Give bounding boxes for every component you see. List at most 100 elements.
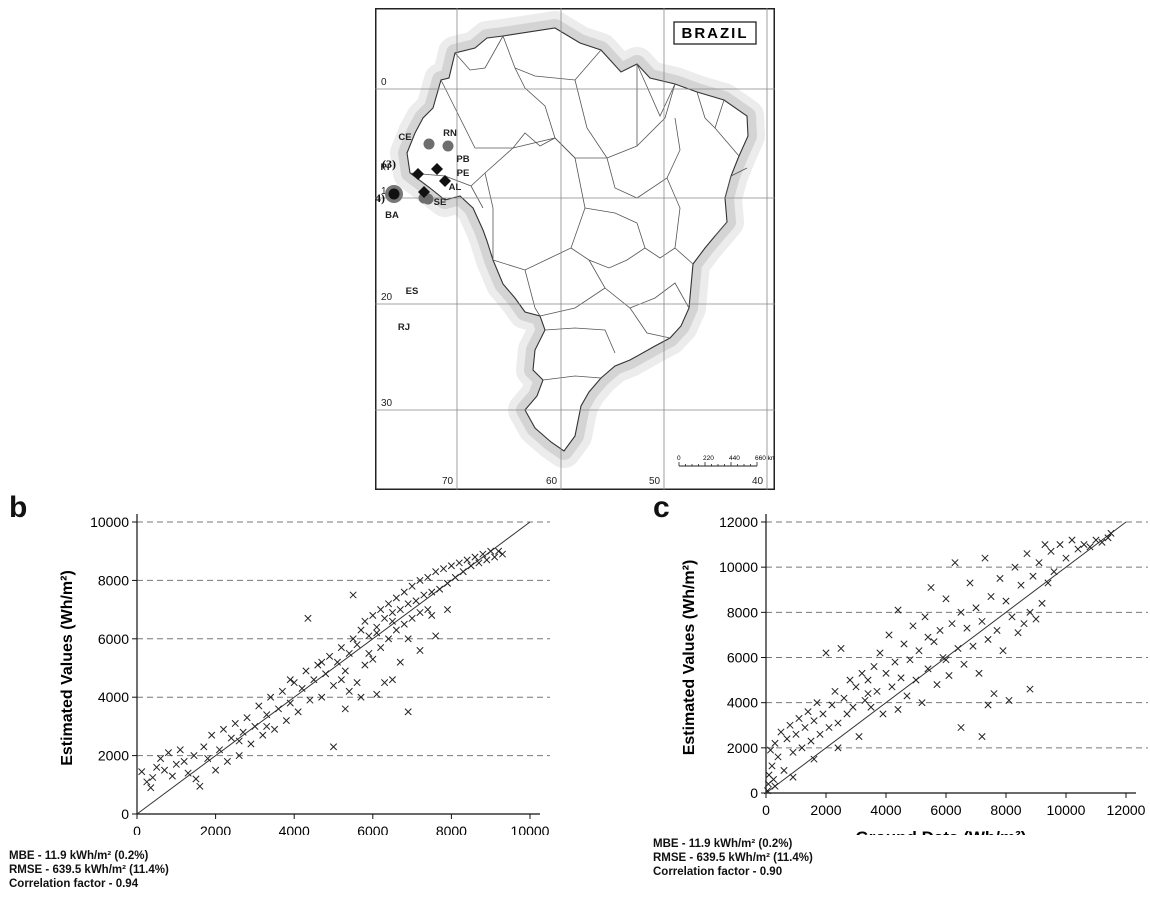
data-point <box>1068 536 1076 544</box>
data-point <box>373 629 381 637</box>
data-point <box>909 622 917 630</box>
data-point <box>455 559 463 567</box>
data-point <box>267 693 275 701</box>
data-point <box>329 743 338 751</box>
state-border-20 <box>629 307 671 339</box>
data-point <box>780 766 788 774</box>
xtick-label: 0 <box>762 802 770 818</box>
data-point <box>948 620 956 628</box>
data-point <box>381 614 389 622</box>
data-point <box>969 642 977 650</box>
data-point <box>828 701 836 709</box>
data-point <box>255 702 263 710</box>
stats-b: MBE - 11.9 kWh/m² (0.2%) RMSE - 639.5 kW… <box>9 849 169 891</box>
site-label: (3) <box>382 157 396 171</box>
brazil-outline <box>406 27 749 452</box>
data-point <box>1023 550 1031 558</box>
data-point <box>483 556 491 564</box>
stats-c: MBE - 11.9 kWh/m² (0.2%) RMSE - 639.5 kW… <box>653 837 813 879</box>
data-point <box>204 754 212 763</box>
ytick-label: 6000 <box>727 650 758 666</box>
data-point <box>286 699 294 707</box>
data-point <box>834 744 842 752</box>
data-point <box>392 594 400 602</box>
state-label-rn: RN <box>443 128 457 139</box>
data-point <box>792 730 800 738</box>
data-point <box>990 690 998 698</box>
data-point <box>1041 541 1049 549</box>
data-point <box>212 766 220 774</box>
xtick-label: 6000 <box>930 802 961 818</box>
graticule <box>375 8 775 490</box>
state-border-5 <box>696 91 725 129</box>
data-point <box>870 662 878 671</box>
data-point <box>864 676 872 684</box>
data-point <box>975 669 983 677</box>
data-point <box>888 683 896 691</box>
scale-label: 440 <box>729 455 740 462</box>
data-point <box>345 687 353 695</box>
state-border-12 <box>484 172 494 260</box>
data-point <box>801 723 809 732</box>
data-point <box>1107 529 1115 537</box>
data-point <box>337 644 345 652</box>
ytick-label: 2000 <box>727 740 758 756</box>
data-point <box>1098 538 1106 546</box>
state-border-8 <box>514 67 607 159</box>
data-point <box>404 708 412 716</box>
data-point <box>251 722 259 730</box>
data-point <box>467 562 475 570</box>
data-point <box>392 626 400 634</box>
data-point <box>972 604 980 612</box>
data-point <box>428 588 436 596</box>
data-point <box>361 617 369 625</box>
data-point <box>897 674 905 682</box>
data-point <box>443 579 452 587</box>
data-point <box>1038 599 1046 607</box>
data-point <box>479 550 487 558</box>
data-point <box>1080 541 1088 549</box>
data-point <box>424 573 432 582</box>
stat-corr-b: Correlation factor - 0.94 <box>9 878 139 890</box>
data-point <box>235 737 243 745</box>
ytick-label: 0 <box>121 806 129 822</box>
station-diamond <box>439 175 451 187</box>
data-point <box>138 768 146 776</box>
stat-corr-c: Correlation factor - 0.90 <box>653 866 783 878</box>
state-border-17 <box>588 259 690 309</box>
data-point <box>463 556 471 564</box>
data-point <box>769 775 778 784</box>
data-point <box>333 658 341 666</box>
data-point <box>471 553 479 561</box>
site-markers <box>385 138 454 205</box>
state-border-13 <box>492 137 586 271</box>
data-point <box>1017 581 1025 589</box>
site-marker <box>423 138 435 150</box>
map-title-box <box>673 21 757 45</box>
data-point <box>1044 579 1052 587</box>
data-point <box>384 600 393 608</box>
data-point <box>304 614 312 622</box>
data-point <box>1104 534 1112 542</box>
data-point <box>420 591 428 599</box>
data-point <box>235 752 243 760</box>
data-point <box>381 679 389 687</box>
y-axis-label: Estimated Values (Wh/m²) <box>681 560 698 756</box>
data-point <box>945 672 953 680</box>
data-point <box>864 690 872 698</box>
data-point <box>840 694 848 702</box>
data-point <box>400 588 408 596</box>
data-point <box>981 554 989 562</box>
data-point <box>807 737 815 745</box>
data-point <box>1014 629 1022 637</box>
data-point <box>951 559 959 567</box>
data-point <box>172 760 180 768</box>
state-border-4 <box>636 83 676 147</box>
state-label-es: ES <box>406 286 419 297</box>
data-point <box>310 676 318 684</box>
data-point <box>831 687 839 695</box>
xtick-label: 6000 <box>357 823 388 835</box>
ytick-label: 0 <box>750 785 758 801</box>
data-point <box>282 717 290 725</box>
data-point <box>786 721 794 729</box>
